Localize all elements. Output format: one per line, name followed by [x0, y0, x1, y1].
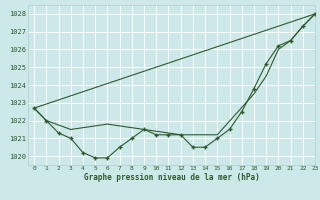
X-axis label: Graphe pression niveau de la mer (hPa): Graphe pression niveau de la mer (hPa) [84, 173, 260, 182]
